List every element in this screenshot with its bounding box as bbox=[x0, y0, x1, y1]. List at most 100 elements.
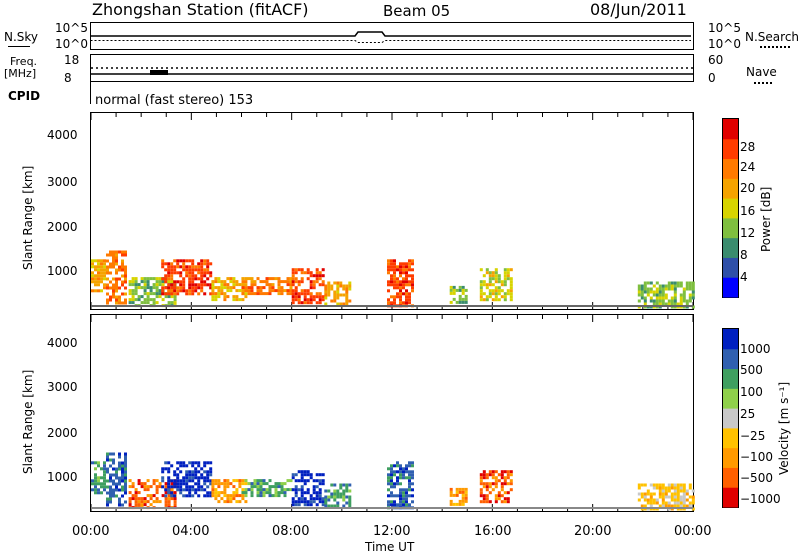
power-cell bbox=[503, 283, 507, 287]
power-cell bbox=[396, 286, 399, 290]
power-cell bbox=[203, 292, 207, 296]
velocity-cell bbox=[309, 500, 313, 504]
power-cell bbox=[491, 289, 495, 293]
velocity-cell bbox=[283, 482, 287, 486]
power-cell bbox=[333, 299, 337, 303]
power-cell bbox=[506, 271, 510, 275]
power-cell bbox=[321, 280, 325, 284]
velocity-cell bbox=[109, 485, 112, 489]
power-cell bbox=[673, 299, 677, 303]
power-cell bbox=[191, 292, 195, 296]
velocity-cell bbox=[348, 498, 352, 502]
power-cell bbox=[256, 292, 260, 296]
velocity-cell bbox=[143, 503, 147, 507]
velocity-cell bbox=[182, 461, 186, 465]
velocity-cell bbox=[339, 495, 343, 499]
velocity-cell bbox=[318, 482, 322, 486]
power-cell bbox=[300, 271, 304, 275]
velocity-cell bbox=[682, 486, 686, 490]
power-cell bbox=[161, 289, 165, 293]
power-cell bbox=[277, 286, 281, 290]
velocity-cell bbox=[396, 503, 399, 507]
power-cell bbox=[226, 286, 230, 290]
power-cell bbox=[661, 284, 665, 288]
power-cell bbox=[661, 290, 665, 294]
power-cell bbox=[179, 289, 183, 293]
velocity-cell bbox=[170, 482, 174, 486]
velocity-cell bbox=[100, 476, 103, 480]
velocity-tick-500: 500 bbox=[740, 363, 763, 377]
power-cell bbox=[289, 280, 293, 284]
velocity-cell bbox=[658, 495, 662, 499]
velocity-cell bbox=[188, 485, 192, 489]
power-cell bbox=[277, 292, 281, 296]
power-cell bbox=[393, 259, 396, 263]
velocity-cell bbox=[128, 503, 132, 507]
velocity-cell bbox=[109, 473, 112, 477]
velocity-cell bbox=[149, 503, 153, 507]
velocity-cell bbox=[155, 491, 159, 495]
power-cell bbox=[458, 285, 462, 289]
velocity-cell bbox=[106, 458, 109, 462]
velocity-cell bbox=[197, 464, 201, 468]
velocity-cell bbox=[164, 461, 168, 465]
power-cell bbox=[191, 274, 195, 278]
velocity-cell bbox=[449, 499, 453, 503]
power-cell bbox=[291, 295, 295, 299]
power-cell bbox=[100, 274, 103, 278]
power-cell bbox=[124, 286, 127, 290]
power-cell bbox=[176, 292, 180, 296]
velocity-cell bbox=[280, 488, 284, 492]
power-cell bbox=[455, 288, 459, 292]
power-cell bbox=[315, 274, 319, 278]
power-cell bbox=[235, 283, 239, 287]
power-cell bbox=[268, 292, 272, 296]
velocity-cell bbox=[238, 482, 242, 486]
power-cell bbox=[115, 295, 118, 299]
power-cell bbox=[649, 281, 653, 285]
velocity-cell bbox=[182, 479, 186, 483]
velocity-cell bbox=[112, 482, 115, 486]
velocity-cell bbox=[667, 483, 671, 487]
velocity-cell bbox=[488, 473, 492, 477]
power-cell bbox=[411, 280, 414, 284]
power-cell bbox=[173, 292, 177, 296]
power-cell bbox=[94, 265, 97, 269]
velocity-cell bbox=[402, 476, 405, 480]
velocity-cell bbox=[152, 479, 156, 483]
velocity-cell bbox=[405, 503, 408, 507]
power-cell bbox=[155, 292, 159, 296]
velocity-cell bbox=[203, 488, 207, 492]
power-cell bbox=[291, 280, 295, 284]
velocity-cell bbox=[488, 470, 492, 474]
velocity-cell bbox=[509, 470, 513, 474]
power-cell bbox=[393, 265, 396, 269]
velocity-cell bbox=[315, 497, 319, 501]
power-cell bbox=[306, 289, 310, 293]
power-cell bbox=[131, 277, 135, 281]
velocity-cell bbox=[244, 494, 248, 498]
velocity-cell bbox=[185, 476, 189, 480]
power-cell bbox=[118, 250, 121, 254]
power-cell bbox=[691, 284, 695, 288]
power-cell bbox=[682, 296, 686, 300]
power-cell bbox=[197, 292, 201, 296]
power-cell bbox=[494, 286, 498, 290]
velocity-cell bbox=[643, 492, 647, 496]
velocity-cell bbox=[200, 488, 204, 492]
power-cell bbox=[461, 291, 465, 295]
velocity-cell bbox=[321, 497, 325, 501]
velocity-cell bbox=[289, 479, 293, 483]
velocity-cell bbox=[235, 491, 239, 495]
velocity-cell bbox=[646, 492, 650, 496]
velocity-cell bbox=[312, 479, 316, 483]
power-cell bbox=[137, 283, 141, 287]
power-cell bbox=[173, 280, 177, 284]
power-cell bbox=[405, 298, 408, 302]
velocity-cell bbox=[673, 486, 677, 490]
velocity-cell bbox=[300, 497, 304, 501]
power-cell bbox=[396, 295, 399, 299]
power-cell bbox=[155, 277, 159, 281]
x-axis-label: Time UT bbox=[365, 540, 415, 554]
velocity-cell bbox=[393, 485, 396, 489]
